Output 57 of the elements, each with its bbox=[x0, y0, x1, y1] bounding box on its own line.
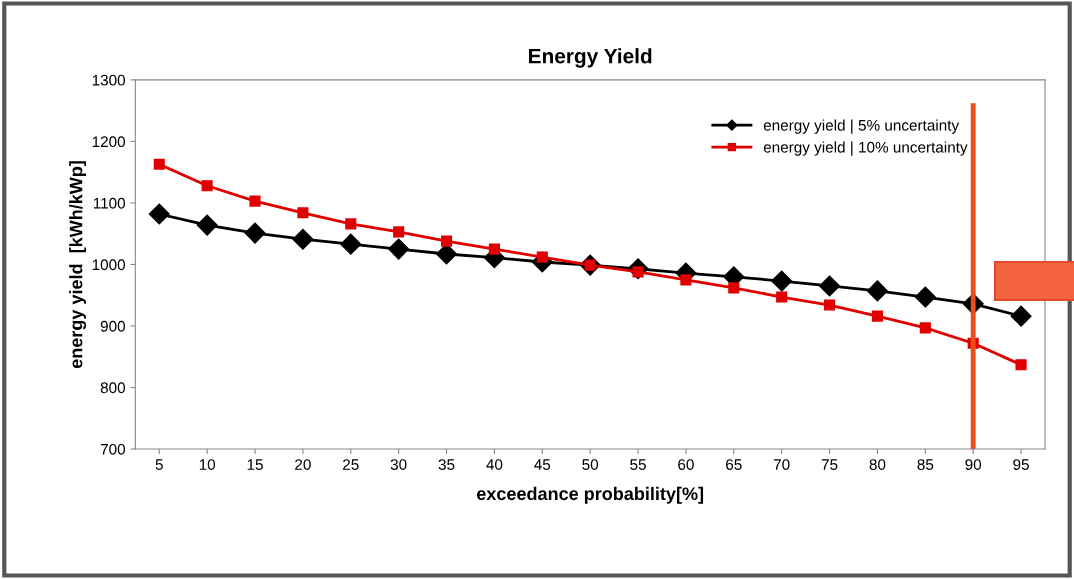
point bbox=[153, 158, 165, 170]
x-tick-label: 70 bbox=[773, 459, 790, 470]
x-tick-label: 95 bbox=[1013, 459, 1029, 470]
legend-label: energy yield | 10% uncertainty bbox=[763, 141, 968, 156]
x-tick-label: 45 bbox=[534, 459, 551, 470]
point bbox=[919, 322, 931, 334]
y-tick-label: 1300 bbox=[92, 74, 126, 86]
x-tick-label: 10 bbox=[199, 459, 216, 470]
x-axis-title: exceedance probability[%] bbox=[476, 486, 704, 504]
x-tick-label: 50 bbox=[582, 459, 599, 470]
legend-label: energy yield | 5% uncertainty bbox=[763, 119, 960, 134]
x-tick-label: 15 bbox=[247, 459, 263, 470]
point bbox=[823, 299, 836, 311]
y-tick-label: 1200 bbox=[92, 136, 126, 148]
point bbox=[871, 310, 883, 322]
x-tick-label: 75 bbox=[821, 459, 838, 470]
point bbox=[297, 207, 309, 219]
point bbox=[393, 226, 405, 238]
x-tick-label: 25 bbox=[343, 459, 359, 470]
point bbox=[771, 270, 793, 292]
point bbox=[148, 203, 170, 225]
y-tick-label: 1100 bbox=[93, 197, 126, 209]
x-tick-label: 90 bbox=[965, 459, 982, 470]
point bbox=[728, 282, 740, 294]
x-tick-label: 40 bbox=[486, 459, 503, 470]
point bbox=[680, 274, 692, 286]
x-tick-label: 65 bbox=[726, 459, 742, 470]
point bbox=[914, 286, 936, 308]
point bbox=[866, 280, 888, 302]
point bbox=[292, 228, 314, 250]
x-tick-label: 20 bbox=[295, 459, 311, 470]
point bbox=[440, 235, 453, 247]
point bbox=[244, 222, 266, 244]
point bbox=[196, 214, 218, 236]
point bbox=[1010, 305, 1032, 327]
chart-title: Energy Yield bbox=[529, 48, 652, 68]
point bbox=[776, 291, 788, 303]
x-tick-label: 35 bbox=[438, 459, 455, 470]
x-tick-label: 5 bbox=[155, 459, 163, 470]
x-tick-label: 55 bbox=[630, 459, 646, 470]
point bbox=[340, 233, 362, 255]
x-tick-label: 60 bbox=[678, 459, 694, 470]
point bbox=[249, 195, 261, 207]
y-tick-label: 1000 bbox=[92, 259, 126, 271]
y-axis-title: energy yield [kWh/kWp] bbox=[69, 161, 87, 369]
point bbox=[488, 243, 500, 255]
y-tick-label: 900 bbox=[100, 320, 126, 332]
y-tick-label: 800 bbox=[100, 382, 126, 394]
point bbox=[201, 180, 213, 192]
y-tick-label: 700 bbox=[100, 443, 126, 455]
x-tick-label: 30 bbox=[390, 459, 407, 470]
point bbox=[1015, 359, 1027, 371]
point bbox=[388, 238, 410, 260]
point bbox=[345, 218, 357, 230]
point bbox=[819, 275, 841, 297]
x-tick-label: 85 bbox=[917, 459, 934, 470]
x-tick-label: 80 bbox=[869, 459, 886, 470]
